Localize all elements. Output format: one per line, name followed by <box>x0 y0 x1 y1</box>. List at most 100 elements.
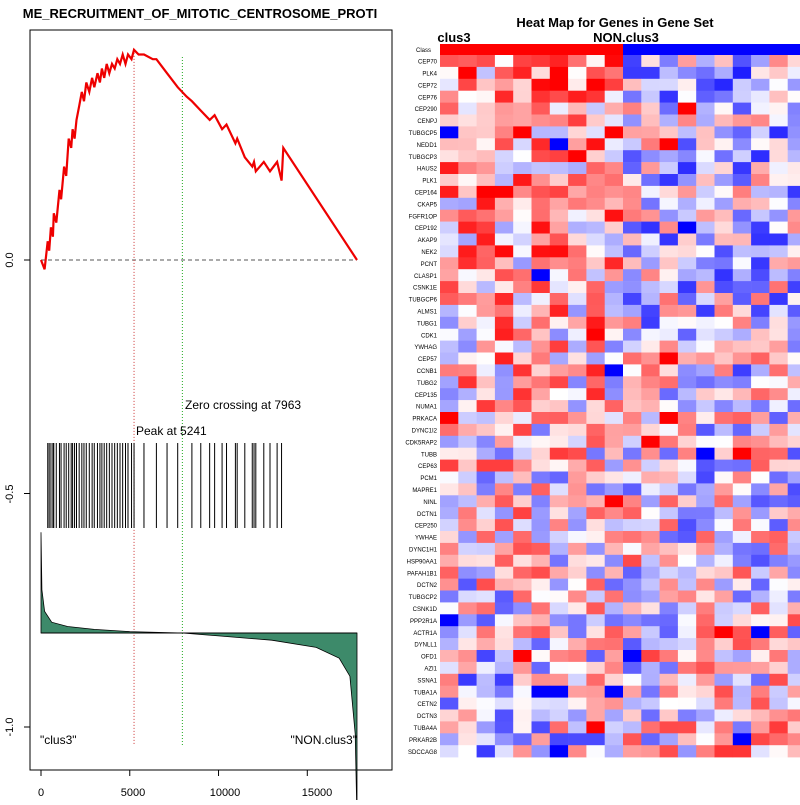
heatmap-cell <box>659 745 679 758</box>
gene-label: YWHAG <box>414 345 437 351</box>
heatmap-cell <box>549 412 569 425</box>
heatmap-cell <box>458 566 477 579</box>
heatmap-cell <box>513 55 532 68</box>
heatmap-cell <box>623 685 642 698</box>
heatmap-cell <box>494 197 514 210</box>
heatmap-cell <box>586 138 605 151</box>
heatmap-cell <box>787 197 800 210</box>
gene-label: PCNT <box>421 262 438 268</box>
heatmap-cell <box>659 626 679 639</box>
heatmap-cell <box>659 638 679 651</box>
heatmap-cell <box>659 66 679 80</box>
heatmap-cell <box>568 697 587 710</box>
heatmap-cell <box>549 209 569 222</box>
heatmap-cell <box>623 364 642 377</box>
heatmap-cell <box>714 114 734 127</box>
heatmap-cell <box>476 316 496 329</box>
heatmap-cell <box>476 602 496 615</box>
heatmap-cell <box>623 459 642 472</box>
heatmap-cell <box>440 150 459 163</box>
heatmap-cell <box>641 162 660 175</box>
gene-label: CEP70 <box>418 60 438 66</box>
heatmap-cell <box>769 459 788 472</box>
heatmap-cell <box>696 197 715 210</box>
heatmap-cell <box>769 590 788 603</box>
heatmap-cell <box>769 638 788 651</box>
heatmap-cell <box>696 185 715 199</box>
heatmap-cell <box>641 376 660 389</box>
heatmap-cell <box>604 459 624 472</box>
heatmap-cell <box>586 78 605 91</box>
gene-label: HSP90AA1 <box>407 559 438 565</box>
gene-label: TUBGCP2 <box>409 595 438 601</box>
heatmap-cell <box>751 221 770 234</box>
heatmap-cell <box>440 221 459 234</box>
heatmap-cell <box>586 578 605 591</box>
heatmap-cell <box>604 721 624 734</box>
heatmap-cell <box>769 709 788 722</box>
heatmap-cell <box>494 590 514 603</box>
heatmap-cell <box>604 316 624 329</box>
heatmap-cell <box>769 495 788 508</box>
heatmap-cell <box>696 614 715 627</box>
heatmap-cell <box>440 602 459 615</box>
heatmap-cell <box>751 566 770 579</box>
heatmap-cell <box>494 185 514 199</box>
heatmap-cell <box>787 638 800 651</box>
heatmap-cell <box>513 328 532 341</box>
heatmap-cell <box>476 364 496 377</box>
heatmap-cell <box>531 471 551 484</box>
heatmap-cell <box>751 685 770 698</box>
heatmap-cell <box>549 388 569 401</box>
heatmap-cell <box>586 495 605 508</box>
heatmap-cell <box>696 209 715 222</box>
heatmap-cell <box>513 483 532 496</box>
heatmap-cell <box>476 721 496 734</box>
heatmap-cell <box>677 281 697 294</box>
heatmap-cell <box>513 602 532 615</box>
heatmap-cell <box>714 531 734 544</box>
heatmap-cell <box>604 174 624 187</box>
heatmap-cell <box>769 55 788 68</box>
heatmap-cell <box>641 197 660 210</box>
heatmap-cell <box>769 233 788 246</box>
heatmap-cell <box>586 257 605 270</box>
heatmap-cell <box>549 638 569 651</box>
heatmap-cell <box>732 435 752 448</box>
gene-label: CEP290 <box>415 107 438 113</box>
heatmap-cell <box>604 55 624 68</box>
heatmap-cell <box>677 519 697 532</box>
heatmap-cell <box>604 495 624 508</box>
heatmap-cell <box>568 66 587 80</box>
heatmap-cell <box>604 245 624 258</box>
heatmap-cell <box>440 495 459 508</box>
gene-label: CSNK1E <box>413 286 437 292</box>
heatmap-cell <box>641 709 660 722</box>
heatmap-cell <box>787 566 800 579</box>
heatmap-cell <box>549 55 569 68</box>
heatmap-cell <box>549 650 569 663</box>
heatmap-cell <box>458 340 477 353</box>
heatmap-cell <box>623 626 642 639</box>
heatmap-cell <box>531 721 551 734</box>
heatmap-cell <box>696 412 715 425</box>
heatmap-cell <box>494 412 514 425</box>
heatmap-cell <box>696 590 715 603</box>
heatmap-cell <box>604 328 624 341</box>
heatmap-cell <box>677 352 697 365</box>
heatmap-cell <box>751 388 770 401</box>
heatmap-cell <box>549 614 569 627</box>
heatmap-cell <box>751 697 770 710</box>
heatmap-cell <box>714 328 734 341</box>
heatmap-cell <box>494 435 514 448</box>
heatmap-cell <box>677 364 697 377</box>
heatmap-cell <box>714 281 734 294</box>
heatmap-cell <box>513 423 532 437</box>
heatmap-cell <box>769 316 788 329</box>
heatmap-cell <box>549 340 569 353</box>
heatmap-cell <box>623 174 642 187</box>
heatmap-cell <box>586 614 605 627</box>
heatmap-cell <box>549 423 569 437</box>
heatmap-cell <box>751 102 770 115</box>
heatmap-cell <box>476 245 496 258</box>
